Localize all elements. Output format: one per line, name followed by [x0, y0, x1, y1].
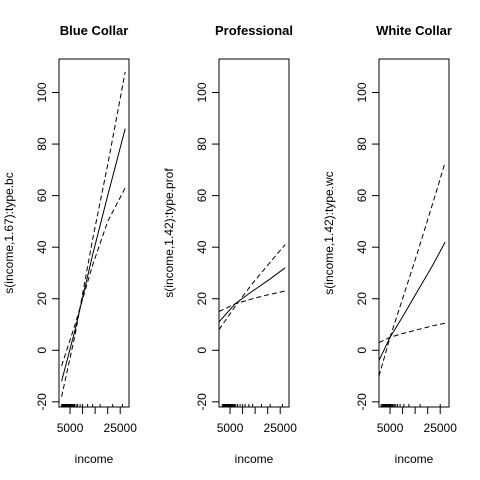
- y-tick-label: 80: [35, 137, 49, 151]
- x-tick-label: 25000: [424, 421, 458, 435]
- chart-title: Professional: [215, 23, 293, 38]
- y-axis-label: s(income,1.67):type.bc: [2, 172, 16, 293]
- y-tick-label: 0: [195, 347, 209, 354]
- plot-frame: [218, 58, 290, 408]
- plot-frame: [378, 58, 450, 408]
- x-axis-label: income: [75, 452, 114, 466]
- chart-title: White Collar: [376, 23, 452, 38]
- y-tick-label: 60: [355, 189, 369, 203]
- y-axis-label: s(income,1.42):type.wc: [322, 171, 336, 294]
- confidence-band-line: [61, 187, 126, 366]
- y-tick-label: -20: [195, 393, 209, 411]
- y-tick-label: 100: [35, 82, 49, 102]
- y-tick-label: 40: [195, 240, 209, 254]
- x-tick-label: 5000: [57, 421, 84, 435]
- y-tick-label: 80: [195, 137, 209, 151]
- smooth-fit-line: [61, 128, 126, 382]
- x-axis-label: income: [395, 452, 434, 466]
- x-axis-label: income: [235, 452, 274, 466]
- y-tick-label: 20: [35, 292, 49, 306]
- y-tick-label: 20: [195, 292, 209, 306]
- x-tick-label: 25000: [264, 421, 298, 435]
- y-tick-label: 100: [195, 82, 209, 102]
- y-tick-label: 40: [355, 240, 369, 254]
- y-axis-label: s(income,1.42):type.prof: [162, 168, 176, 298]
- plot-frame: [58, 58, 130, 408]
- y-tick-label: 80: [355, 137, 369, 151]
- confidence-band-line: [378, 322, 446, 344]
- confidence-band-line: [61, 71, 126, 397]
- chart-panel: White Collar 5000 25000 income -20 0 20 40 60 80 1…: [322, 23, 457, 466]
- y-tick-label: 0: [355, 347, 369, 354]
- x-tick-label: 25000: [104, 421, 138, 435]
- x-tick-label: 5000: [217, 421, 244, 435]
- y-tick-label: 100: [355, 82, 369, 102]
- y-tick-label: 0: [35, 347, 49, 354]
- y-tick-label: -20: [35, 393, 49, 411]
- chart-panel: Blue Collar 5000 25000 income -20 0 20 40 60 80 10…: [2, 23, 137, 466]
- y-tick-label: 60: [195, 189, 209, 203]
- y-tick-label: 20: [355, 292, 369, 306]
- confidence-band-line: [378, 161, 446, 377]
- y-tick-label: -20: [355, 393, 369, 411]
- smooth-fit-line: [378, 241, 446, 361]
- chart-title: Blue Collar: [60, 23, 129, 38]
- y-tick-label: 40: [35, 240, 49, 254]
- confidence-band-line: [218, 244, 286, 330]
- y-tick-label: 60: [35, 189, 49, 203]
- x-tick-label: 5000: [377, 421, 404, 435]
- chart-panel: Professional 5000 25000 income -20 0 20 40 60 80 1…: [162, 23, 297, 466]
- smooth-fit-line: [218, 267, 286, 323]
- confidence-band-line: [218, 290, 286, 313]
